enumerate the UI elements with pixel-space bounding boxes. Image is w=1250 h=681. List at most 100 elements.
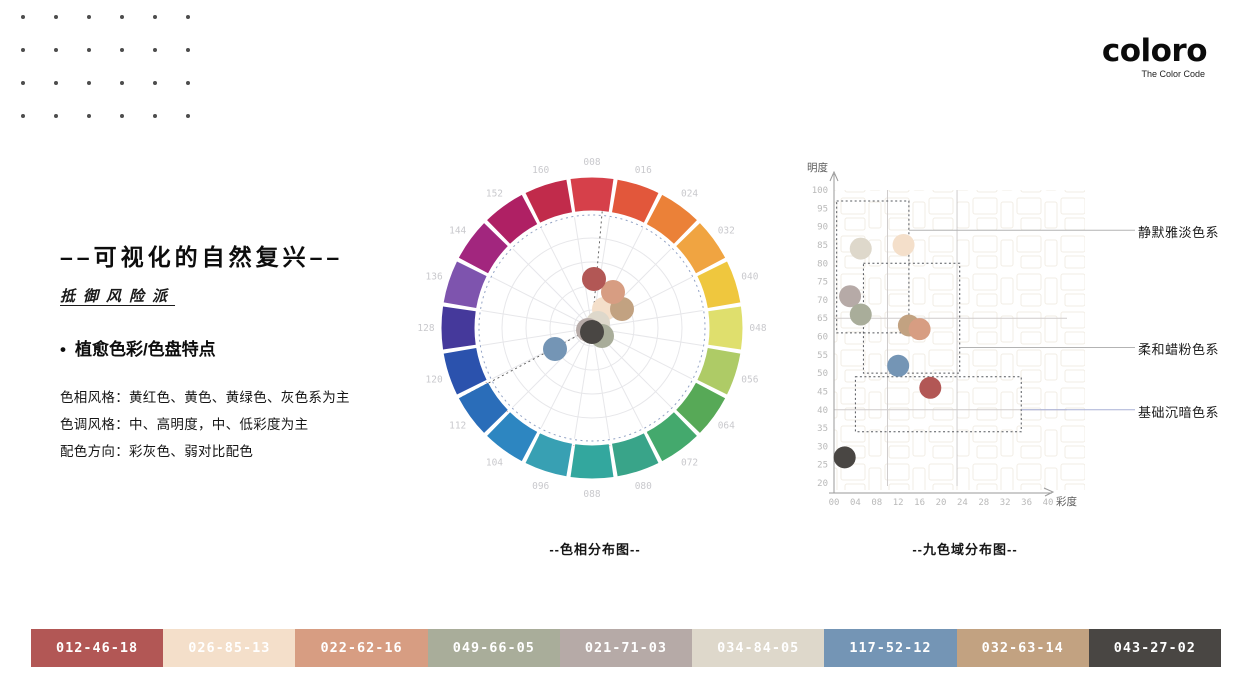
- palette-swatch-117-52-12: 117-52-12: [824, 629, 957, 667]
- wheel-point-117-52-12: [543, 337, 567, 361]
- wheel-tick-label: 080: [635, 481, 652, 492]
- palette-swatch-code: 022-62-16: [320, 640, 403, 656]
- dotted-circle: [478, 214, 706, 442]
- wheel-tick-label: 072: [681, 457, 698, 468]
- x-tick-label: 24: [957, 498, 968, 508]
- wheel-tick-label: 104: [486, 457, 503, 468]
- hue-segment-112: [458, 382, 509, 433]
- hue-segment-096: [525, 433, 573, 477]
- x-tick-label: 36: [1021, 498, 1032, 508]
- palette-swatch-code: 117-52-12: [849, 640, 932, 656]
- axes: [829, 170, 1055, 497]
- x-tick-label: 16: [914, 498, 925, 508]
- wheel-point-043-27-02: [580, 320, 604, 344]
- palette-swatch-code: 049-66-05: [452, 640, 535, 656]
- y-tick-label: 40: [817, 406, 828, 416]
- detail-line-tone: 色调风格：中、高明度，中、低彩度为主: [60, 417, 309, 432]
- wheel-tick-label: 024: [681, 189, 698, 200]
- palette-swatch-022-62-16: 022-62-16: [295, 629, 428, 667]
- dots-grid-decoration: [21, 15, 190, 118]
- y-tick-label: 70: [817, 296, 828, 306]
- nine-color-domain-chart: 100 95 90 85 80 75 70 65 60 55 50 45 40 35 30 25 20 00 04 0…: [795, 158, 1135, 515]
- decor-dot: [186, 15, 190, 19]
- wheel-tick-label: 112: [449, 421, 466, 432]
- domain-point-117-52-12: [887, 354, 910, 377]
- hue-segment-016: [611, 179, 659, 223]
- domain-points: [833, 233, 942, 469]
- domain-point-034-84-05: [849, 237, 872, 260]
- decor-dot: [153, 114, 157, 118]
- wheel-tick-label: 048: [749, 323, 766, 334]
- domain-chart-caption: --九色域分布图--: [912, 542, 1018, 557]
- wheel-chart-caption: --色相分布图--: [549, 542, 641, 557]
- decor-dot: [21, 114, 25, 118]
- palette-swatch-034-84-05: 034-84-05: [692, 629, 825, 667]
- y-tick-label: 100: [812, 186, 828, 196]
- x-tick-label: 12: [893, 498, 904, 508]
- decor-dot: [54, 15, 58, 19]
- wheel-tick-label: 160: [532, 165, 549, 176]
- domain-point-026-85-13: [892, 233, 915, 256]
- y-tick-label: 75: [817, 278, 828, 288]
- hue-segment-104: [487, 411, 538, 462]
- group-label-base-dark: 基础沉暗色系: [1138, 405, 1220, 420]
- wheel-tick-label: 008: [583, 157, 600, 168]
- palette-swatch-026-85-13: 026-85-13: [163, 629, 296, 667]
- hue-segment-120: [443, 347, 487, 395]
- wheel-tick-label: 136: [426, 272, 443, 283]
- hue-segment-064: [675, 382, 726, 433]
- wheel-tick-label: 064: [718, 421, 735, 432]
- domain-point-012-46-18: [919, 376, 942, 399]
- wheel-tick-label: 016: [635, 165, 652, 176]
- hue-segment-128: [441, 306, 476, 350]
- hue-segment-144: [458, 223, 509, 274]
- x-tick-label: 08: [871, 498, 882, 508]
- page-title: ––可视化的自然复兴––: [60, 244, 344, 270]
- y-tick-label: 45: [817, 387, 828, 397]
- domain-point-021-71-03: [839, 285, 862, 308]
- palette-swatch-021-71-03: 021-71-03: [559, 629, 693, 667]
- hue-segment-056: [697, 347, 741, 395]
- palette-swatch-code: 043-27-02: [1113, 640, 1196, 656]
- y-tick-label: 55: [817, 351, 828, 361]
- wheel-tick-labels: 008 016 024 032 040 048 056 064 072 080 088 096 104 1…: [417, 157, 766, 500]
- palette-swatch-012-46-18: 012-46-18: [31, 629, 164, 667]
- hue-wheel-svg: 008 016 024 032 040 048 056 064 072 080 088 096 104 1…: [417, 157, 766, 500]
- bullet-icon: •: [60, 340, 66, 359]
- decor-dot: [54, 81, 58, 85]
- palette-swatch-code: 026-85-13: [188, 640, 271, 656]
- y-axis-arrow-icon: [829, 170, 839, 182]
- hue-segment-152: [487, 194, 538, 245]
- wheel-tick-label: 152: [486, 189, 503, 200]
- palette-swatch-code: 034-84-05: [717, 640, 800, 656]
- group-box-0: [836, 200, 910, 334]
- decor-dot: [21, 81, 25, 85]
- left-text-panel: ––可视化的自然复兴–– 抵御风险派 • 植愈色彩/色盘特点 色相风格：黄红色、黄…: [60, 238, 410, 465]
- hue-segment-136: [443, 261, 487, 309]
- decor-dot: [120, 15, 124, 19]
- palette-swatch-032-63-14: 032-63-14: [956, 629, 1089, 667]
- group-label-quiet-elegant: 静默雅淡色系: [1138, 225, 1220, 240]
- decor-dot: [21, 48, 25, 52]
- palette-swatch-049-66-05: 049-66-05: [427, 629, 560, 667]
- y-tick-label: 50: [817, 369, 828, 379]
- hue-wheel-chart: 008 016 024 032 040 048 056 064 072 080 088 096 104 1…: [402, 138, 782, 518]
- hue-ring: [441, 177, 743, 479]
- hue-segment-160: [525, 179, 573, 223]
- wheel-points: [543, 267, 634, 361]
- wheel-tick-label: 128: [417, 323, 434, 334]
- palette-swatch-code: 012-46-18: [56, 640, 139, 656]
- wheel-tick-label: 144: [449, 225, 466, 236]
- detail-lines: 色相风格：黄红色、黄色、黄绿色、灰色系为主 色调风格：中、高明度，中、低彩度为主…: [60, 384, 410, 465]
- y-tick-label: 80: [817, 259, 828, 269]
- logo-tagline: The Color Code: [1141, 69, 1205, 79]
- decor-dot: [54, 48, 58, 52]
- decor-dot: [153, 48, 157, 52]
- hue-segment-040: [697, 261, 741, 309]
- decor-dot: [153, 81, 157, 85]
- x-tick-label: 40: [1043, 498, 1054, 508]
- hue-segment-032: [675, 223, 726, 274]
- chart-background-pattern: [834, 190, 1085, 490]
